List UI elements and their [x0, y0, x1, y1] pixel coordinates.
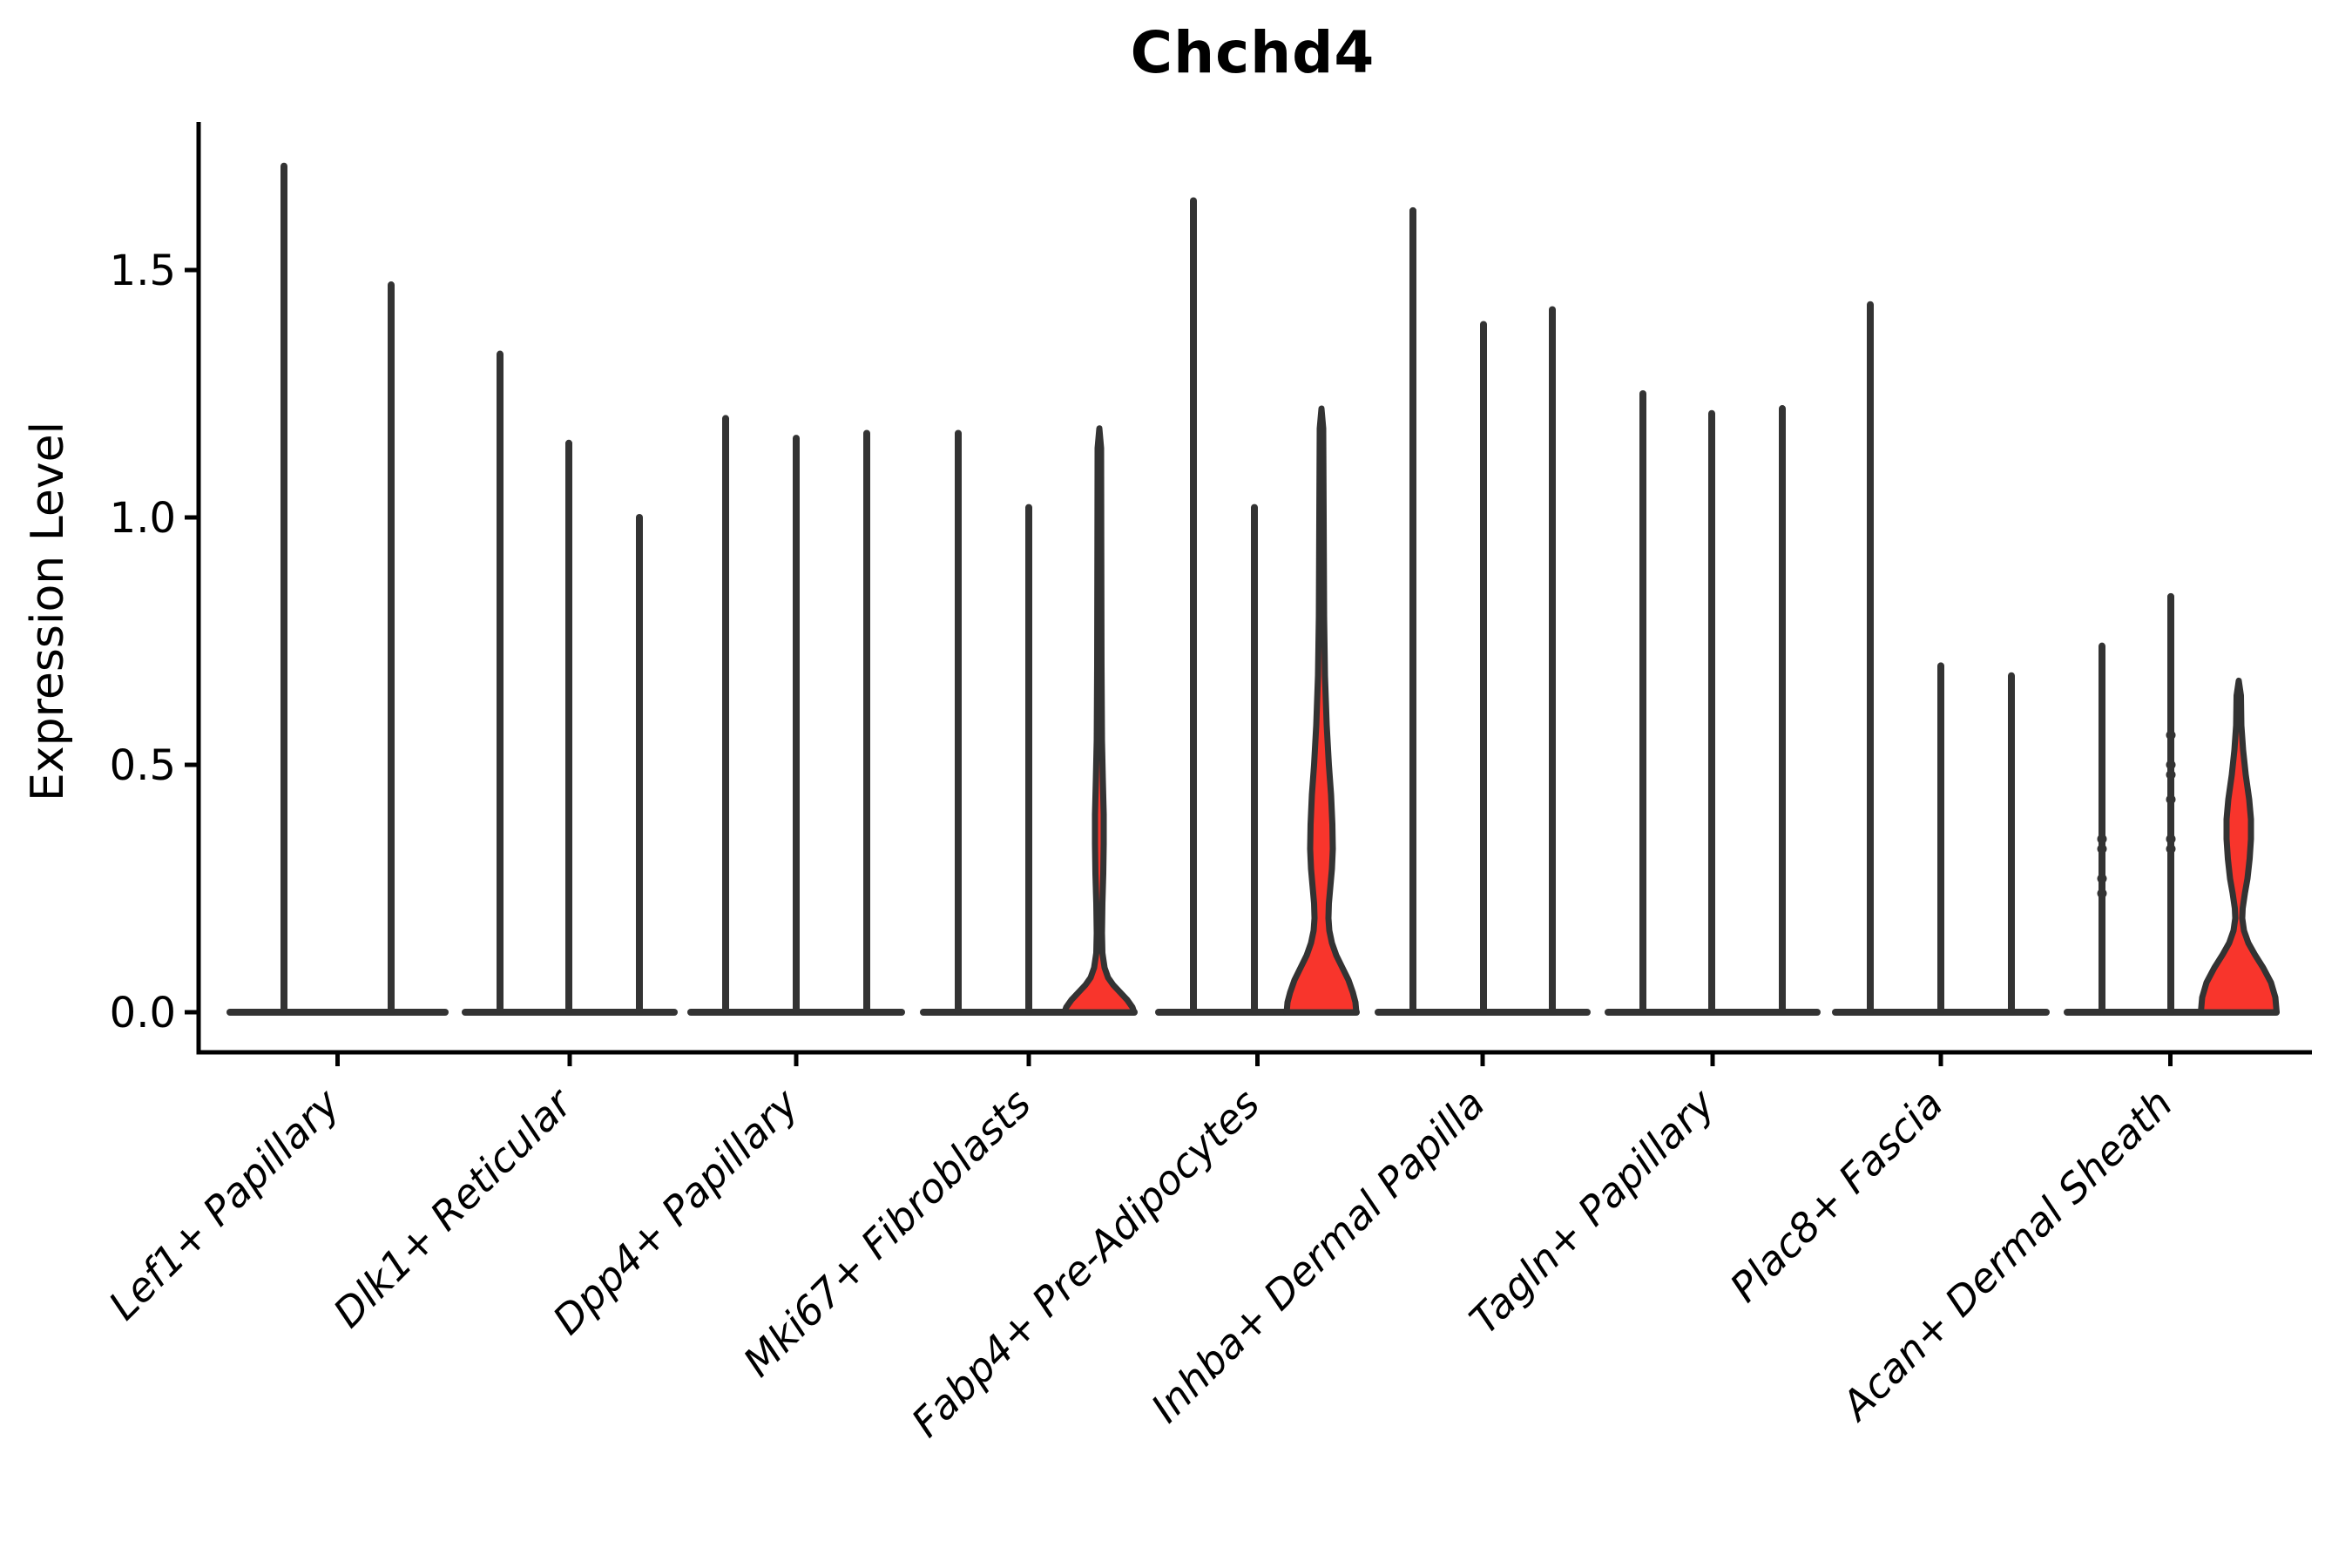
violin-filled	[1061, 425, 1138, 1016]
violin-filled	[2198, 677, 2280, 1016]
cell-point-dot	[2097, 889, 2107, 899]
x-tick-label: Dpp4+ Papillary	[544, 1079, 808, 1343]
y-tick-label: 1.0	[110, 494, 176, 543]
cell-point-dot	[2097, 874, 2107, 884]
x-tick-label: Plac8+ Fascia	[1720, 1080, 1951, 1311]
y-tick-label: 1.5	[110, 247, 176, 295]
cell-point-dot	[2166, 834, 2176, 844]
cell-point-dot	[2166, 794, 2176, 805]
cell-point-dot	[2166, 769, 2176, 780]
chart-title: Chchd4	[1130, 19, 1375, 86]
x-tick-label: Lef1+ Papillary	[99, 1079, 348, 1328]
axis-spines	[196, 122, 2312, 1055]
y-tick-label: 0.5	[110, 741, 176, 790]
violin-filled	[1283, 405, 1360, 1016]
y-tick-label: 0.0	[110, 989, 176, 1037]
cell-point-dot	[2097, 834, 2107, 844]
cell-point-dot	[2166, 844, 2176, 855]
cell-point-dot	[2097, 844, 2107, 855]
cell-point-dot	[2166, 760, 2176, 770]
x-tick-label: Dlk1+ Reticular	[324, 1078, 583, 1336]
x-tick-label: Tagln+ Papillary	[1460, 1079, 1724, 1343]
cell-point-dot	[2166, 730, 2176, 740]
